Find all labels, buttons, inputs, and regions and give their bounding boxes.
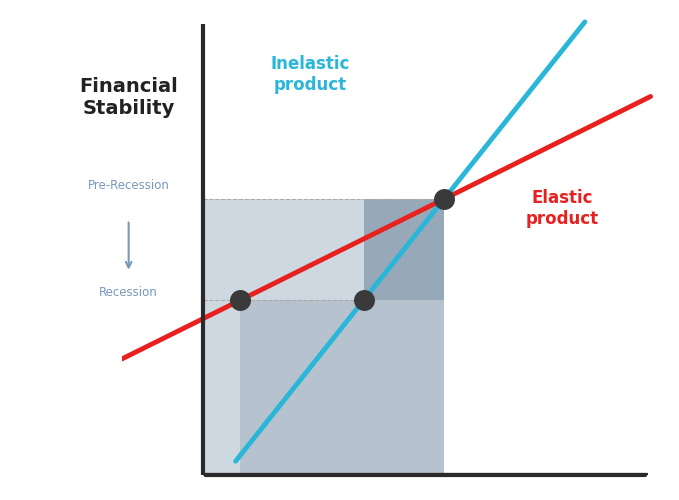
- Point: [235, 296, 246, 304]
- Text: Pre-Recession: Pre-Recession: [88, 179, 170, 192]
- Text: Inelastic
product: Inelastic product: [270, 56, 350, 94]
- Point: [439, 195, 449, 203]
- Bar: [240, 300, 444, 472]
- Point: [359, 296, 369, 304]
- Text: Recession: Recession: [99, 286, 158, 300]
- Bar: [202, 199, 444, 300]
- Bar: [364, 199, 444, 300]
- Bar: [202, 300, 240, 472]
- Text: Elastic
product: Elastic product: [526, 189, 599, 228]
- Text: Financial
Stability: Financial Stability: [79, 78, 178, 118]
